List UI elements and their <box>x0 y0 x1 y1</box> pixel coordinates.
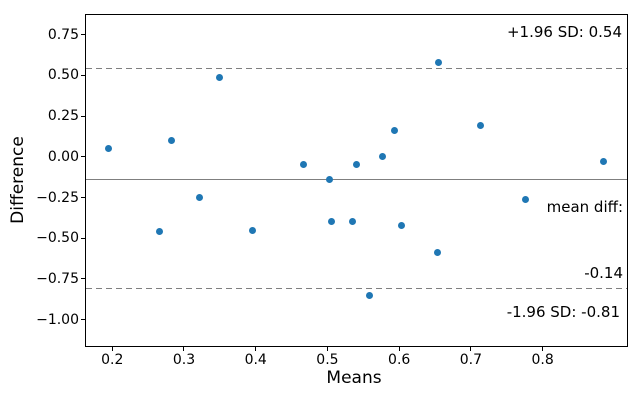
data-point <box>521 195 529 203</box>
x-tick-label: 0.6 <box>388 352 411 368</box>
data-point <box>365 291 373 299</box>
y-tick <box>81 156 85 158</box>
upper-loa-annotation: +1.96 SD: 0.54 <box>506 23 622 41</box>
data-point <box>105 145 113 153</box>
x-tick <box>470 347 472 351</box>
data-point <box>248 226 256 234</box>
mean-diff-annotation: mean diff: -0.14 <box>547 152 623 328</box>
x-tick <box>542 347 544 351</box>
y-tick <box>81 115 85 117</box>
plot-area <box>85 14 628 347</box>
y-tick-label: −0.50 <box>36 230 79 247</box>
y-tick <box>81 319 85 321</box>
x-tick-label: 0.4 <box>244 352 267 368</box>
y-tick-label: 0.75 <box>47 26 79 43</box>
x-tick <box>255 347 257 351</box>
x-tick <box>398 347 400 351</box>
data-point <box>435 58 443 66</box>
data-point <box>434 249 442 257</box>
y-tick <box>81 278 85 280</box>
x-tick-label: 0.8 <box>531 352 554 368</box>
y-tick <box>81 34 85 36</box>
data-point <box>328 218 336 226</box>
y-tick-label: 0.00 <box>47 148 79 165</box>
y-tick-label: −0.25 <box>36 189 79 206</box>
x-tick-label: 0.3 <box>172 352 196 368</box>
data-point <box>168 137 176 145</box>
data-point <box>349 218 357 226</box>
x-axis-label: Means <box>326 368 382 388</box>
y-axis-label: Difference <box>8 136 28 224</box>
x-tick-label: 0.7 <box>459 352 483 368</box>
data-point <box>156 228 164 236</box>
y-tick-label: −0.75 <box>36 270 79 287</box>
x-tick <box>326 347 328 351</box>
x-tick <box>111 347 113 351</box>
x-tick <box>183 347 185 351</box>
x-tick-label: 0.5 <box>316 352 339 368</box>
y-tick-label: 0.25 <box>47 108 79 125</box>
mean-diff-annotation-line1: mean diff: <box>546 198 623 216</box>
data-point <box>397 221 405 229</box>
upper-loa-line <box>86 68 627 70</box>
data-point <box>379 153 387 161</box>
y-tick <box>81 197 85 199</box>
y-tick-label: −1.00 <box>36 311 79 328</box>
data-point <box>390 127 398 135</box>
x-tick-label: 0.2 <box>101 352 124 368</box>
data-point <box>600 158 608 166</box>
data-point <box>196 194 204 202</box>
data-point <box>326 176 334 184</box>
mean-diff-annotation-line2: -0.14 <box>584 264 623 282</box>
data-point <box>352 161 360 169</box>
data-point <box>215 73 223 81</box>
lower-loa-line <box>86 288 627 290</box>
mean-line <box>86 179 627 181</box>
data-point <box>300 161 308 169</box>
y-tick-label: 0.50 <box>47 67 79 84</box>
lower-loa-annotation: -1.96 SD: -0.81 <box>506 303 620 321</box>
y-tick <box>81 74 85 76</box>
data-point <box>476 122 484 130</box>
y-tick <box>81 237 85 239</box>
